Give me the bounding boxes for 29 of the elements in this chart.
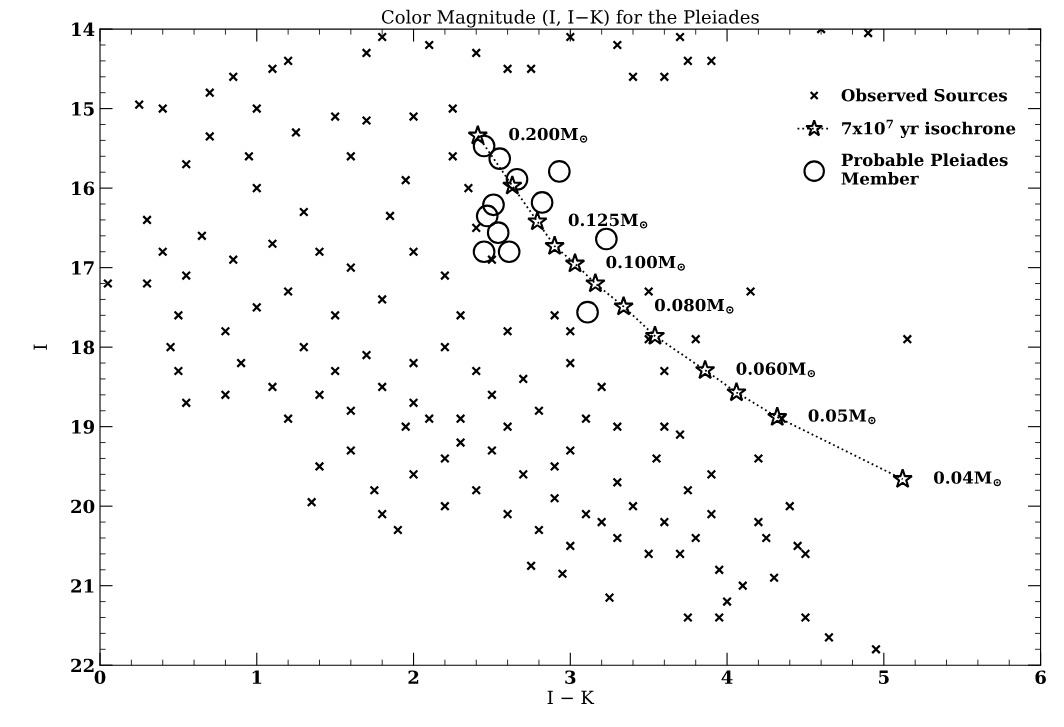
y-axis-title: I xyxy=(33,344,47,350)
annotation: 0.200M$_{⊙}$ xyxy=(509,127,588,143)
annotation: 0.125M$_{⊙}$ xyxy=(568,213,648,229)
x-tick-label: 2 xyxy=(408,670,419,684)
legend-label: Observed Sources xyxy=(841,88,1008,102)
legend-label: 7x10$^{7}$ yr isochrone xyxy=(842,119,1016,138)
annotation: 0.05M$_{⊙}$ xyxy=(808,409,876,425)
y-tick-label: 15 xyxy=(72,102,94,116)
y-tick-label: 16 xyxy=(72,181,95,196)
x-axis-title: I − K xyxy=(547,690,595,705)
annotation: 0.04M$_{⊙}$ xyxy=(933,471,1001,487)
y-tick-label: 19 xyxy=(72,420,95,434)
x-tick-label: 6 xyxy=(1035,670,1046,685)
annotation: 0.100M$_{⊙}$ xyxy=(606,255,685,271)
annotation: 0.060M$_{⊙}$ xyxy=(736,362,816,378)
y-tick-label: 20 xyxy=(71,499,95,514)
y-tick-label: 22 xyxy=(71,658,94,673)
y-tick-label: 18 xyxy=(72,340,95,355)
y-tick-label: 21 xyxy=(71,579,94,593)
x-tick-label: 5 xyxy=(879,670,889,685)
x-tick-label: 0 xyxy=(94,670,106,685)
chart-title: Color Magnitude (I, I−K) for the Pleiades xyxy=(381,9,759,28)
legend-label: Probable Pleiades Member xyxy=(841,153,1008,185)
y-tick-label: 17 xyxy=(72,261,94,275)
annotation: 0.080M$_{⊙}$ xyxy=(654,298,734,314)
x-tick-label: 4 xyxy=(721,670,733,684)
y-tick-label: 14 xyxy=(72,22,95,36)
x-tick-label: 1 xyxy=(252,670,262,684)
x-tick-label: 3 xyxy=(565,670,576,685)
